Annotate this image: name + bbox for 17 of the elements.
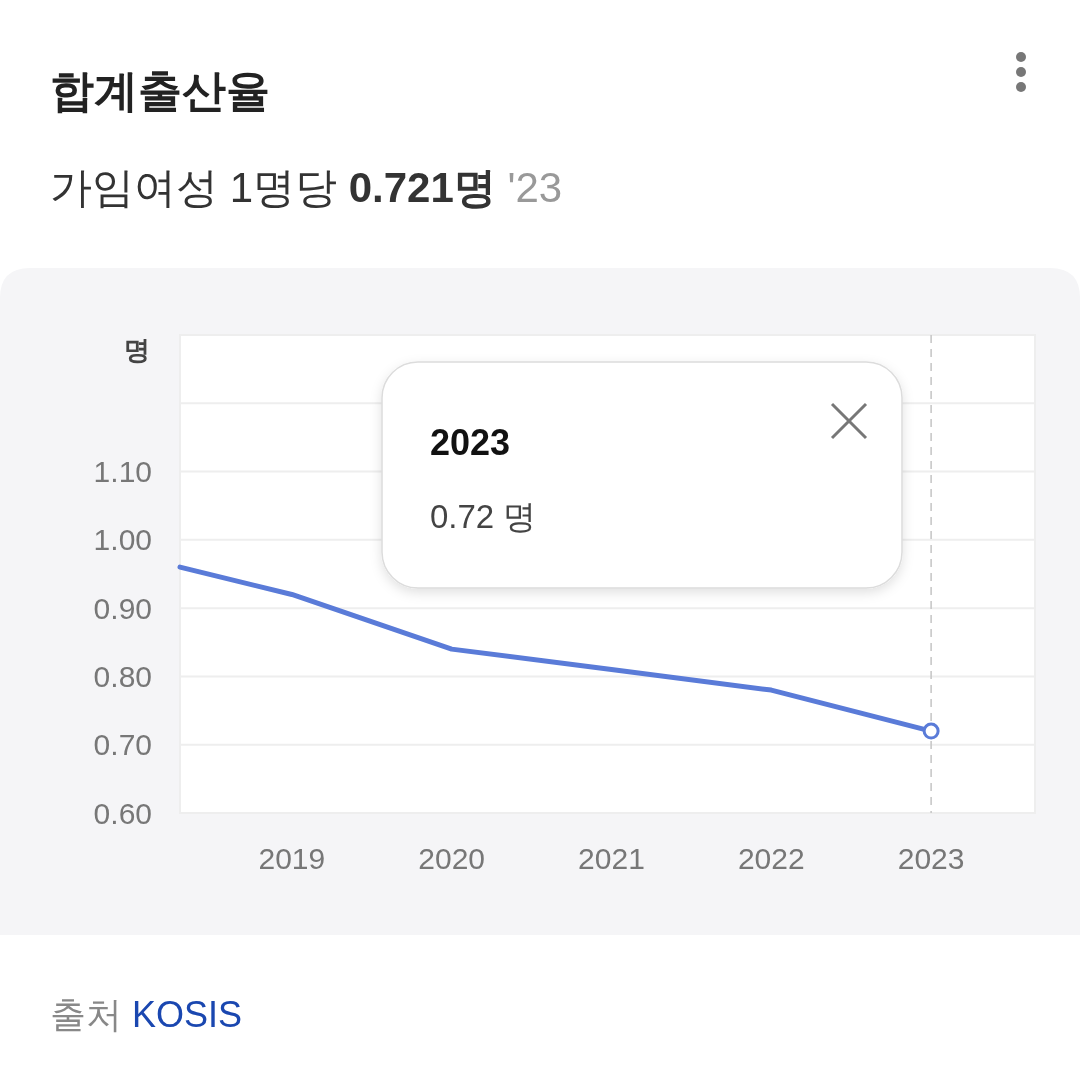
subtitle: 가임여성 1명당 0.721명 '23 bbox=[50, 164, 563, 211]
x-tick-label: 2021 bbox=[578, 841, 645, 875]
x-tick-label: 2022 bbox=[737, 841, 805, 875]
y-tick-label: 0.70 bbox=[93, 728, 152, 762]
y-tick-label: 0.90 bbox=[93, 591, 152, 625]
annotation: 2023 bbox=[430, 422, 511, 463]
y-axis-title: 명 bbox=[124, 335, 150, 365]
annotation: 0.72 명 bbox=[430, 498, 537, 535]
x-tick-label: 2019 bbox=[258, 841, 326, 875]
y-tick-label: 1.00 bbox=[93, 523, 152, 557]
y-tick-label: 0.80 bbox=[93, 659, 152, 693]
title: 합계출산율 bbox=[50, 66, 270, 115]
y-tick-label: 1.10 bbox=[93, 455, 152, 489]
source: 출처 KOSIS bbox=[50, 994, 243, 1035]
x-tick-label: 2023 bbox=[897, 841, 965, 875]
y-tick-label: 0.60 bbox=[93, 796, 152, 830]
x-tick-label: 2020 bbox=[418, 841, 486, 875]
